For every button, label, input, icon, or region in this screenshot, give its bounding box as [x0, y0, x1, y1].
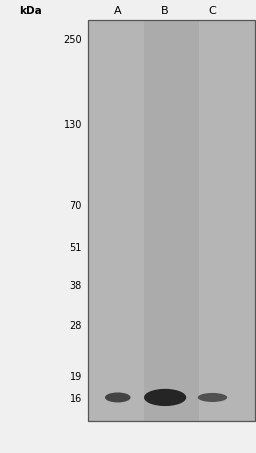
Text: B: B	[161, 6, 169, 16]
Text: 28: 28	[70, 321, 82, 331]
Bar	[88, 20, 255, 421]
Ellipse shape	[198, 393, 227, 402]
Text: 38: 38	[70, 281, 82, 291]
Bar	[144, 20, 199, 421]
Text: 19: 19	[70, 371, 82, 381]
Bar	[88, 20, 144, 421]
Text: 130: 130	[63, 120, 82, 130]
Ellipse shape	[144, 389, 186, 406]
Text: C: C	[209, 6, 216, 16]
Text: A: A	[114, 6, 122, 16]
Text: 16: 16	[70, 394, 82, 404]
Bar	[199, 20, 255, 421]
Text: 51: 51	[70, 242, 82, 253]
Text: 70: 70	[70, 201, 82, 211]
Bar	[88, 20, 255, 421]
Ellipse shape	[105, 392, 131, 402]
Text: 250: 250	[63, 35, 82, 45]
Text: kDa: kDa	[19, 6, 42, 16]
